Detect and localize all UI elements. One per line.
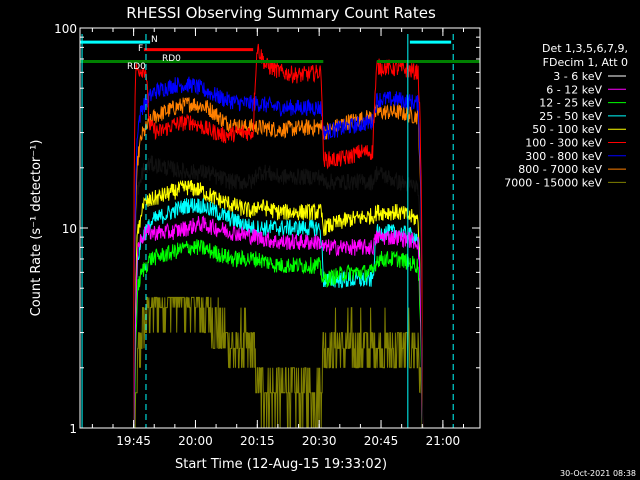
x-tick-label-4: 20:45 — [364, 434, 399, 448]
legend-label-5: 100 - 300 keV — [525, 137, 602, 150]
y-axis-label: Count Rate (s⁻¹ detector⁻¹) — [29, 140, 44, 317]
series-line-5 — [133, 43, 425, 428]
series-line-0 — [133, 155, 425, 428]
legend-label-1: 6 - 12 keV — [546, 83, 602, 96]
legend-label-4: 50 - 100 keV — [532, 123, 602, 136]
y-tick-label-1: 10 — [62, 222, 77, 236]
x-tick-label-1: 20:00 — [178, 434, 213, 448]
axis-layer: 19:45 20:00 20:15 20:30 20:45 21:00 1 10 100 — [54, 22, 481, 448]
y-tick-label-2: 100 — [54, 22, 77, 36]
x-tick-label-0: 19:45 — [116, 434, 151, 448]
x-tick-label-5: 21:00 — [426, 434, 461, 448]
series-line-6 — [133, 76, 425, 428]
legend-label-8: 7000 - 15000 keV — [504, 176, 602, 189]
legend-label-7: 800 - 7000 keV — [518, 163, 602, 176]
status-label-f: F — [138, 44, 143, 54]
series-line-8 — [133, 296, 425, 428]
legend: Det 1,3,5,6,7,9,FDecim 1, Att 03 - 6 keV… — [504, 42, 628, 189]
legend-label-3: 25 - 50 keV — [539, 110, 602, 123]
status-label-rd0-right: RD0 — [162, 54, 181, 64]
series-line-2 — [133, 239, 425, 428]
plot-layer: F RD0 RD0 N — [80, 34, 480, 428]
y-tick-label-0: 1 — [69, 422, 77, 436]
legend-header-0: Det 1,3,5,6,7,9, — [542, 42, 628, 55]
legend-label-0: 3 - 6 keV — [553, 70, 602, 83]
legend-header-1: FDecim 1, Att 0 — [543, 56, 628, 69]
timestamp-label: 30-Oct-2021 08:38 — [560, 469, 636, 478]
series-line-4 — [133, 179, 425, 428]
chart-title: RHESSI Observing Summary Count Rates — [126, 4, 436, 22]
x-tick-label-2: 20:15 — [240, 434, 275, 448]
clipped-plot-area — [80, 34, 480, 428]
series-line-7 — [133, 97, 425, 428]
legend-label-6: 300 - 800 keV — [525, 150, 602, 163]
x-tick-label-3: 20:30 — [302, 434, 337, 448]
status-label-rd0-left: RD0 — [127, 62, 146, 72]
marker-label-0: N — [151, 35, 158, 45]
x-axis-label: Start Time (12-Aug-15 19:33:02) — [175, 457, 387, 472]
legend-label-2: 12 - 25 keV — [539, 97, 602, 110]
series-line-1 — [133, 215, 425, 428]
